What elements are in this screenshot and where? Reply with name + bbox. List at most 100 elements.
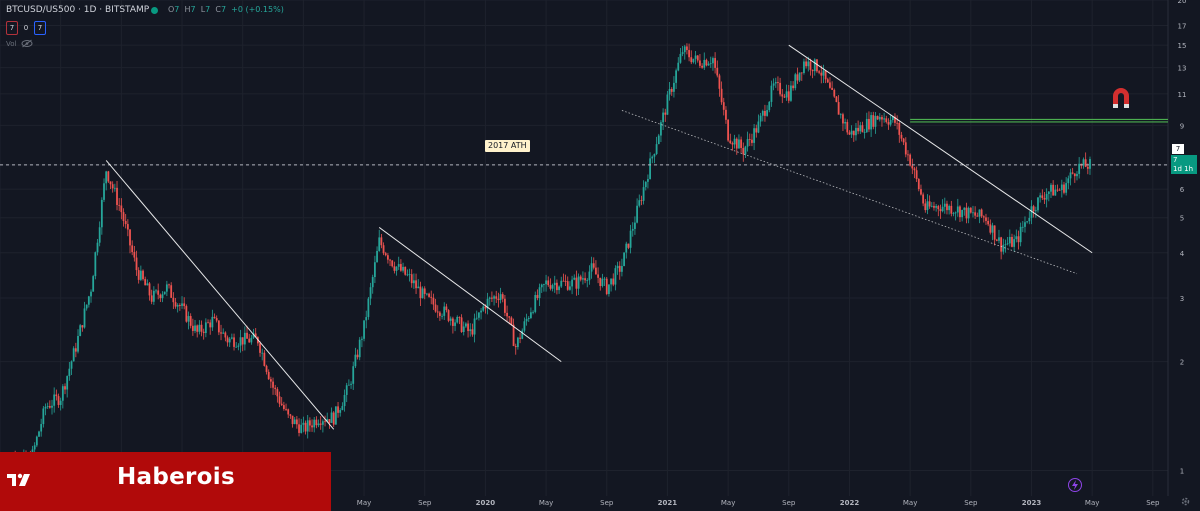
change-value: +0 (+0.15%) — [231, 5, 284, 14]
candle-body — [345, 385, 348, 395]
tradingview-logo-icon[interactable] — [6, 472, 36, 488]
candle-body — [794, 74, 797, 89]
candle-body — [493, 296, 495, 299]
indicator-badge-mid[interactable]: 0 — [23, 24, 29, 32]
candle-body — [464, 323, 467, 327]
candle-body — [441, 315, 443, 317]
indicator-badge-blue[interactable]: 7 — [34, 21, 46, 35]
candle-body — [1056, 189, 1059, 191]
candle-body — [863, 132, 866, 133]
candle-body — [105, 171, 108, 184]
candle-body — [352, 366, 355, 384]
x-tick-label: May — [1085, 499, 1099, 507]
candle-body — [252, 333, 255, 338]
candle-body — [1011, 236, 1013, 247]
candle-body — [176, 304, 179, 307]
candle-body — [768, 101, 771, 111]
y-tick-label: 9 — [1180, 122, 1184, 130]
candle-body — [116, 187, 118, 205]
candle-body — [467, 323, 469, 332]
candle-body — [920, 189, 922, 195]
candle-body — [694, 55, 697, 59]
candle-body — [608, 284, 610, 294]
candle-body — [787, 91, 790, 101]
candle-body — [543, 284, 545, 286]
candle-body — [967, 207, 970, 219]
candle-body — [462, 326, 465, 333]
candle-body — [1039, 195, 1042, 198]
candle-body — [774, 82, 777, 84]
candle-body — [729, 140, 732, 144]
candle-body — [744, 146, 747, 155]
eye-off-icon[interactable] — [21, 39, 33, 48]
candle-body — [599, 277, 602, 287]
candle-body — [961, 209, 964, 218]
candle-body — [690, 57, 693, 63]
candle-body — [560, 280, 563, 287]
y-tick-label: 20 — [1178, 0, 1187, 5]
indicator-badge-red[interactable]: 7 — [6, 21, 18, 35]
candle-body — [178, 304, 181, 306]
volume-label[interactable]: Vol — [6, 40, 17, 48]
price-label-countdown: 1d 1h — [1173, 165, 1194, 173]
candle-body — [753, 128, 756, 143]
candle-body — [1086, 166, 1089, 169]
candle-body — [64, 386, 66, 390]
candle-body — [1078, 163, 1081, 174]
candle-body — [740, 139, 743, 148]
candle-body — [501, 294, 504, 299]
magnet-icon[interactable] — [1110, 86, 1132, 110]
branding-banner — [0, 452, 331, 511]
candle-body — [870, 115, 873, 130]
candle-body — [536, 295, 539, 299]
candle-body — [92, 276, 95, 292]
candle-body — [735, 138, 738, 149]
candle-body — [1021, 226, 1024, 228]
candle-body — [402, 266, 404, 271]
candle-body — [224, 332, 227, 338]
candle-body — [183, 303, 186, 307]
candle-body — [980, 209, 983, 217]
candle-body — [471, 329, 474, 335]
candle-body — [423, 288, 426, 294]
candle-body — [692, 58, 695, 63]
candle-body — [1071, 172, 1074, 174]
candle-body — [66, 376, 69, 390]
candle-body — [1034, 210, 1037, 212]
candle-body — [454, 322, 456, 326]
y-tick-label: 17 — [1178, 23, 1187, 31]
candle-body — [155, 290, 157, 292]
candle-body — [347, 384, 350, 386]
candle-body — [902, 138, 905, 143]
x-tick-label: Sep — [418, 499, 432, 507]
gear-icon[interactable] — [1180, 496, 1191, 507]
candle-body — [826, 79, 829, 83]
candle-body — [868, 118, 870, 130]
candle-body — [1067, 178, 1070, 184]
candle-body — [798, 72, 801, 81]
candle-body — [623, 252, 625, 267]
candle-body — [293, 419, 296, 425]
candle-body — [603, 278, 606, 280]
candle-body — [757, 121, 760, 133]
candle-body — [917, 179, 920, 190]
candle-body — [243, 332, 246, 345]
candle-body — [959, 206, 961, 218]
candle-body — [120, 205, 123, 213]
candle-body — [202, 331, 205, 334]
candle-body — [269, 379, 272, 382]
high-value: 7 — [190, 5, 196, 14]
lightning-icon[interactable] — [1068, 478, 1082, 492]
candle-body — [96, 242, 99, 253]
candle-body — [553, 282, 556, 286]
ath-label[interactable]: 2017 ATH — [485, 140, 530, 152]
candle-body — [135, 257, 138, 271]
candle-body — [350, 383, 352, 385]
symbol-title[interactable]: BTCUSD/US500 · 1D · BITSTAMP — [6, 5, 150, 15]
candle-body — [482, 306, 485, 311]
candle-body — [943, 203, 946, 207]
candle-body — [679, 53, 682, 63]
candle-body — [952, 213, 955, 214]
candle-body — [649, 158, 651, 180]
